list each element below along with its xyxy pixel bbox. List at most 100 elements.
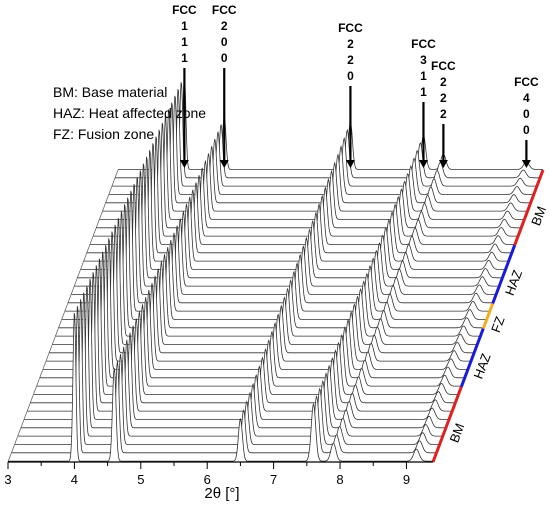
scan-fill-15 <box>55 211 481 337</box>
x-tick-label-0: 3 <box>4 472 11 487</box>
legend-entry-haz: HAZ: Heat affected zone <box>53 105 206 121</box>
peak-label-3-line-1: 3 <box>420 53 427 67</box>
peak-arrow-head-1 <box>219 160 229 168</box>
scan-fill-18 <box>64 190 490 312</box>
scan-line-33 <box>111 88 537 187</box>
scan-fill-19 <box>67 184 493 304</box>
x-tick-label-2: 5 <box>137 472 144 487</box>
scan-line-27 <box>92 129 518 237</box>
scan-line-12 <box>45 231 471 362</box>
peak-label-5-line-2: 0 <box>523 107 530 121</box>
scan-fill-29 <box>99 116 525 221</box>
legend-entry-fz: FZ: Fusion zone <box>53 126 154 142</box>
scan-line-21 <box>74 170 499 287</box>
scan-line-8 <box>33 258 459 395</box>
x-axis: 3 4 5 6 7 8 9 <box>4 461 433 487</box>
peak-label-0-line-0: FCC <box>172 3 197 17</box>
scan-fill-8 <box>33 258 459 396</box>
peak-label-3-line-3: 1 <box>420 85 427 99</box>
peak-label-2-line-1: 2 <box>347 37 354 51</box>
scan-fill-14 <box>52 218 477 346</box>
scan-line-24 <box>83 150 509 262</box>
scan-line-10 <box>39 245 465 379</box>
peak-arrow-head-5 <box>521 160 531 168</box>
scan-line-32 <box>108 95 534 195</box>
peak-label-4-line-2: 2 <box>440 91 447 105</box>
zone-segment-3 <box>491 244 517 305</box>
scan-fill-4 <box>20 285 446 429</box>
peak-label-5-line-0: FCC <box>514 75 539 89</box>
x-tick-label-6: 9 <box>403 472 410 487</box>
left-depth-line <box>7 169 119 463</box>
scan-line-20 <box>70 177 496 295</box>
x-axis-title: 2θ [°] <box>204 485 239 502</box>
peak-label-2-line-0: FCC <box>338 21 363 35</box>
x-tick-label-3: 6 <box>204 472 211 487</box>
scan-fill-21 <box>74 170 499 287</box>
scan-line-25 <box>86 143 512 254</box>
scan-line-22 <box>77 163 503 279</box>
peak-label-4-line-3: 2 <box>440 107 447 121</box>
peak-label-2-line-3: 0 <box>347 69 354 83</box>
scan-line-1 <box>11 306 437 454</box>
peak-label-1-line-1: 2 <box>221 19 228 33</box>
scan-fill-10 <box>39 245 465 379</box>
scan-line-15 <box>55 211 481 337</box>
zone-segment-0 <box>431 386 463 463</box>
scan-line-14 <box>52 217 477 345</box>
scan-fill-13 <box>48 224 474 354</box>
scan-fill-33 <box>111 89 537 187</box>
scan-fill-34 <box>114 82 540 179</box>
scan-fill-9 <box>36 251 462 387</box>
scan-line-29 <box>99 116 525 220</box>
scan-fill-17 <box>61 197 487 321</box>
zone-segment-1 <box>459 327 485 388</box>
scan-line-0 <box>8 312 433 462</box>
scan-line-9 <box>36 251 462 387</box>
scan-line-34 <box>114 82 540 179</box>
scan-fill-7 <box>30 265 455 404</box>
scan-fill-1 <box>11 306 437 454</box>
zone-segment-4 <box>513 169 545 246</box>
scan-fill-31 <box>105 102 531 204</box>
scan-line-18 <box>64 190 490 312</box>
scan-fill-5 <box>23 279 449 421</box>
peak-markers: FCC 1 1 1 FCC 2 0 0 FCC 2 2 0 FCC 3 1 1 FCC 2 2 2 FCC 4 0 0 <box>172 3 539 168</box>
peak-arrow-head-3 <box>418 160 428 168</box>
scan-fill-32 <box>108 95 534 195</box>
peak-arrow-head-4 <box>438 160 448 168</box>
scan-fill-12 <box>45 231 471 362</box>
scan-fill-22 <box>77 163 503 279</box>
peak-label-1-line-2: 0 <box>221 35 228 49</box>
zone-label-2: FZ <box>488 314 508 334</box>
scan-line-3 <box>17 292 443 437</box>
legend-entry-bm: BM: Base material <box>53 84 167 100</box>
zone-bar <box>431 169 545 463</box>
peak-label-3-line-2: 1 <box>420 69 427 83</box>
scan-fill-30 <box>102 109 528 212</box>
scan-line-7 <box>30 265 455 404</box>
scan-line-4 <box>20 285 446 429</box>
scan-line-17 <box>61 197 487 320</box>
scan-fill-0 <box>8 312 433 462</box>
scan-fill-11 <box>42 238 468 371</box>
scan-line-16 <box>58 204 484 329</box>
peak-label-0-line-3: 1 <box>181 51 188 65</box>
scan-line-23 <box>80 156 506 270</box>
peak-label-1-line-3: 0 <box>221 51 228 65</box>
scan-line-13 <box>48 224 474 354</box>
peak-label-4-line-0: FCC <box>431 59 456 73</box>
peak-label-2-line-2: 2 <box>347 53 354 67</box>
scan-fill-25 <box>86 143 512 254</box>
zone-segment-2 <box>481 302 495 330</box>
peak-label-1-line-0: FCC <box>212 3 237 17</box>
peak-label-4-line-1: 2 <box>440 75 447 89</box>
scan-fill-27 <box>92 129 518 237</box>
peak-label-3-line-0: FCC <box>411 37 436 51</box>
x-tick-label-4: 7 <box>270 472 277 487</box>
scan-line-5 <box>23 278 449 420</box>
scan-fill-16 <box>58 204 484 329</box>
peak-arrow-head-2 <box>345 160 355 168</box>
scan-fill-20 <box>70 177 496 296</box>
scan-line-31 <box>105 102 531 204</box>
